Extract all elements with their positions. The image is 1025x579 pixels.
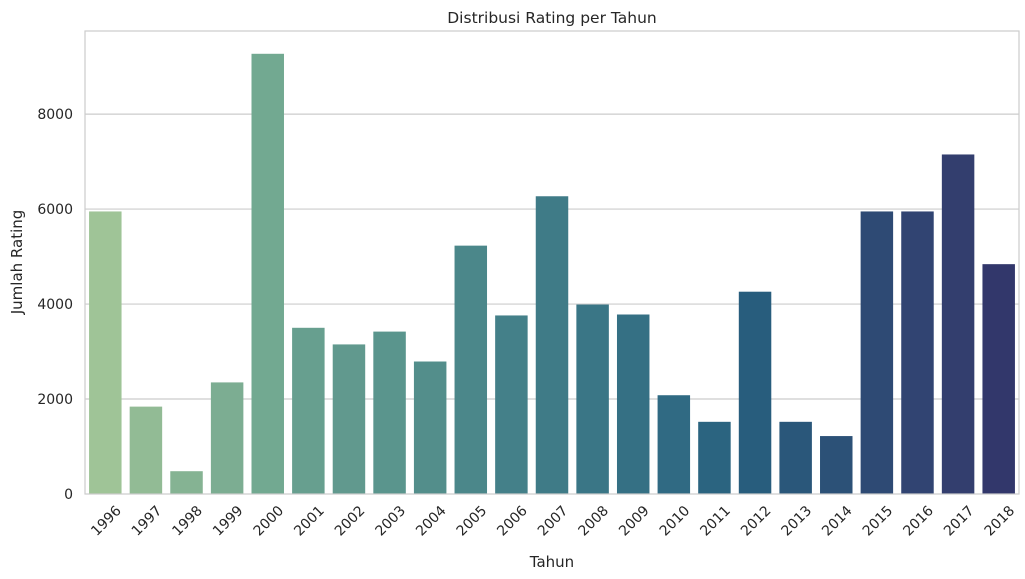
- x-tick-label-2000: 2000: [251, 503, 288, 540]
- x-tick-label-2015: 2015: [860, 503, 897, 540]
- x-tick-labels: 1996 1997 1998 1999 2000 2001 2002 2003 2004 2005…: [88, 503, 1018, 540]
- bar-2007: [535, 196, 569, 495]
- bar-2016: [901, 211, 934, 494]
- bar-2005: [454, 245, 488, 494]
- x-tick-label-2013: 2013: [779, 503, 816, 540]
- plot-area-frame: [84, 30, 1020, 495]
- bar-1997: [129, 406, 163, 494]
- x-tick-label-2001: 2001: [291, 503, 328, 540]
- bar-2006: [495, 315, 528, 494]
- x-axis-title: Tahun: [529, 553, 574, 571]
- bar-1999: [210, 382, 244, 494]
- bar-2001: [292, 327, 325, 494]
- x-tick-label-1998: 1998: [169, 503, 206, 540]
- x-tick-label-2011: 2011: [697, 503, 734, 540]
- y-axis-title: Jumlah Rating: [8, 210, 26, 316]
- bar-1998: [170, 471, 203, 494]
- x-tick-label-2008: 2008: [576, 503, 613, 540]
- chart-title: Distribusi Rating per Tahun: [447, 9, 657, 27]
- x-tick-label-2014: 2014: [819, 503, 856, 540]
- bar-2002: [332, 344, 366, 494]
- x-tick-label-1996: 1996: [88, 503, 125, 540]
- bar-2012: [738, 291, 772, 494]
- x-tick-label-2002: 2002: [332, 503, 369, 540]
- bar-2000: [251, 53, 284, 494]
- bar-2013: [779, 421, 812, 494]
- x-tick-label-1997: 1997: [129, 503, 166, 540]
- bar-1996: [89, 211, 122, 494]
- bar-2011: [698, 421, 731, 494]
- y-tick-label: 2000: [37, 392, 73, 408]
- x-tick-label-2012: 2012: [738, 503, 775, 540]
- x-tick-label-2018: 2018: [982, 503, 1019, 540]
- x-tick-label-2006: 2006: [494, 503, 531, 540]
- x-tick-label-2016: 2016: [900, 503, 937, 540]
- bar-2008: [576, 304, 609, 494]
- bar-2009: [616, 314, 650, 494]
- y-tick-label: 0: [64, 487, 73, 503]
- bar-2017: [941, 154, 975, 494]
- x-tick-label-2003: 2003: [372, 503, 409, 540]
- bar-2003: [373, 331, 406, 494]
- bar-2004: [413, 361, 447, 494]
- bar-2015: [860, 211, 894, 494]
- x-tick-label-2009: 2009: [616, 503, 653, 540]
- bars: [89, 53, 1015, 495]
- x-tick-label-1999: 1999: [210, 503, 247, 540]
- bar-2014: [820, 436, 853, 494]
- x-tick-label-2017: 2017: [941, 503, 978, 540]
- bar-2018: [982, 264, 1015, 494]
- x-tick-label-2004: 2004: [413, 503, 450, 540]
- y-tick-label: 6000: [37, 202, 73, 218]
- bar-2010: [657, 395, 691, 494]
- x-tick-label-2007: 2007: [535, 503, 572, 540]
- y-tick-label: 8000: [37, 107, 73, 123]
- y-tick-label: 4000: [37, 297, 73, 313]
- y-tick-labels: 0 2000 4000 6000 8000: [37, 107, 73, 503]
- x-tick-label-2010: 2010: [657, 503, 694, 540]
- x-tick-label-2005: 2005: [454, 503, 491, 540]
